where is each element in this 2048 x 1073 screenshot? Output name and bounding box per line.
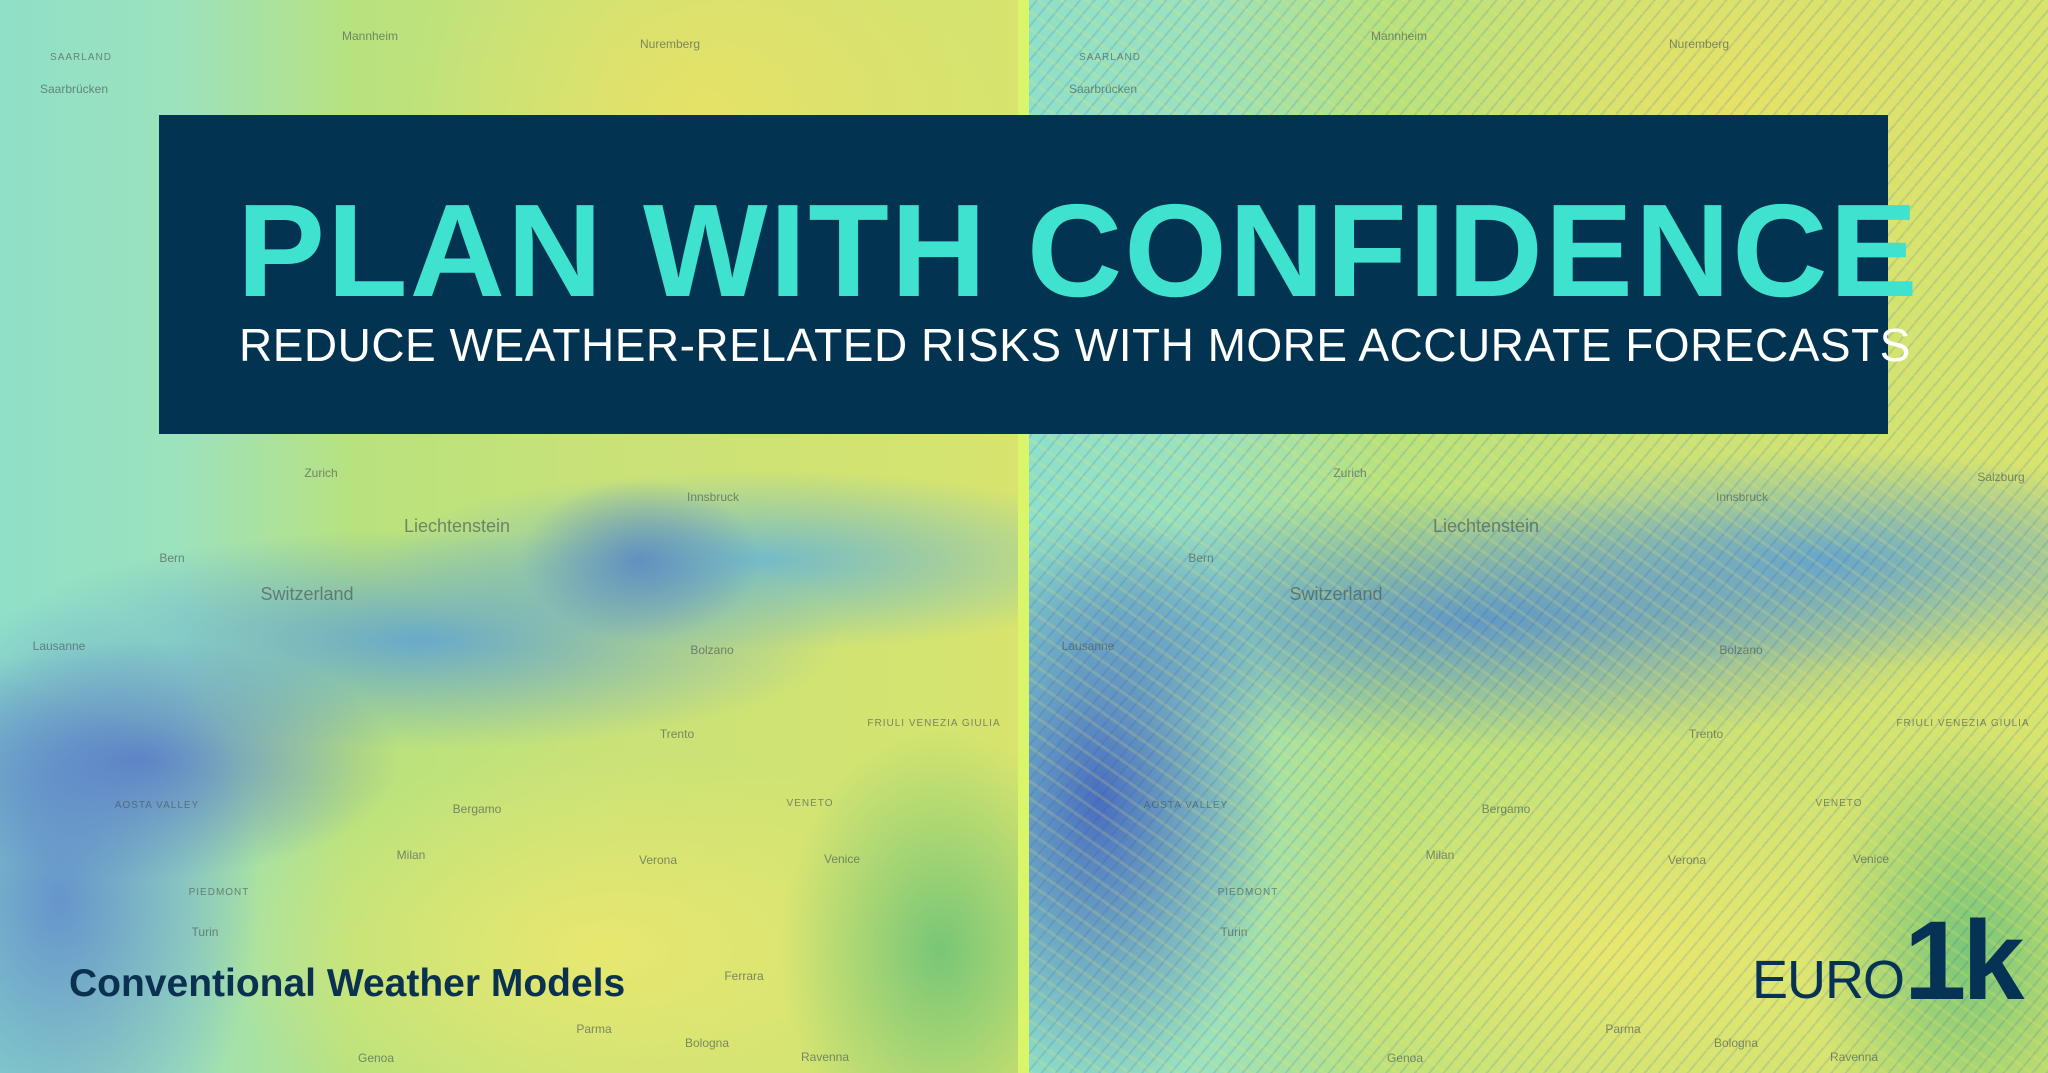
map-place-label: VENETO xyxy=(786,798,834,809)
map-place-label: Saarbrücken xyxy=(39,82,109,96)
map-place-label: FRIULI VENEZIA GIULIA xyxy=(1896,718,2030,729)
map-place-label: SAARLAND xyxy=(1079,52,1141,63)
map-place-label: Ferrara xyxy=(724,969,764,983)
map-place-label: AOSTA VALLEY xyxy=(114,800,200,811)
conventional-models-caption: Conventional Weather Models xyxy=(69,962,626,1005)
map-place-label: Trento xyxy=(1688,727,1724,741)
logo-1k-text: 1k xyxy=(1904,898,2025,1023)
map-place-label: Milan xyxy=(1425,848,1455,862)
map-place-label: Ravenna xyxy=(800,1050,850,1064)
map-place-label: FRIULI VENEZIA GIULIA xyxy=(867,718,1001,729)
map-place-label: Verona xyxy=(1667,853,1707,867)
map-place-label: Liechtenstein xyxy=(1432,516,1540,536)
map-place-label: Venice xyxy=(823,852,861,866)
map-place-label: Bergamo xyxy=(1481,802,1531,816)
map-place-label: Zurich xyxy=(304,466,338,480)
map-place-label: Bolzano xyxy=(690,643,734,657)
map-place-label: Venice xyxy=(1852,852,1890,866)
map-place-label: Switzerland xyxy=(260,584,354,604)
map-place-label: Bologna xyxy=(1713,1036,1759,1050)
map-place-label: VENETO xyxy=(1815,798,1863,809)
headline-subtitle: REDUCE WEATHER-RELATED RISKS WITH MORE A… xyxy=(239,319,1911,371)
map-place-label: Milan xyxy=(396,848,426,862)
map-place-label: Bergamo xyxy=(452,802,502,816)
logo-euro-text: EURO xyxy=(1752,949,1905,1010)
map-place-label: Genoa xyxy=(1386,1051,1424,1065)
map-place-label: PIEDMONT xyxy=(1217,887,1279,898)
map-place-label: Mannheim xyxy=(1370,29,1428,43)
headline-banner: PLAN WITH CONFIDENCE REDUCE WEATHER-RELA… xyxy=(159,115,1918,434)
map-place-label: Lausanne xyxy=(1061,639,1115,653)
headline-title: PLAN WITH CONFIDENCE xyxy=(237,177,1920,324)
map-place-label: Bolzano xyxy=(1719,643,1763,657)
map-place-label: Bern xyxy=(1188,551,1214,565)
map-place-label: Trento xyxy=(659,727,695,741)
map-place-label: Salzburg xyxy=(1977,470,2025,484)
map-place-label: Saarbrücken xyxy=(1068,82,1138,96)
map-place-label: Ravenna xyxy=(1829,1050,1879,1064)
map-place-label: Nuremberg xyxy=(1668,37,1730,51)
map-place-label: Zurich xyxy=(1333,466,1367,480)
map-place-label: Turin xyxy=(191,925,219,939)
map-place-label: Switzerland xyxy=(1289,584,1383,604)
map-place-label: SAARLAND xyxy=(50,52,112,63)
map-place-label: Innsbruck xyxy=(1715,490,1769,504)
map-place-label: PIEDMONT xyxy=(188,887,250,898)
map-place-label: Mannheim xyxy=(341,29,399,43)
euro1k-logo: EURO 1k xyxy=(1752,898,2025,1023)
map-place-label: Innsbruck xyxy=(686,490,740,504)
map-place-label: Liechtenstein xyxy=(403,516,511,536)
map-place-label: Bologna xyxy=(684,1036,730,1050)
map-place-label: AOSTA VALLEY xyxy=(1143,800,1229,811)
map-place-label: Bern xyxy=(159,551,185,565)
map-place-label: Verona xyxy=(638,853,678,867)
map-place-label: Genoa xyxy=(357,1051,395,1065)
map-place-label: Lausanne xyxy=(32,639,86,653)
map-place-label: Turin xyxy=(1220,925,1248,939)
map-place-label: Nuremberg xyxy=(639,37,701,51)
map-place-label: Parma xyxy=(576,1022,612,1036)
map-place-label: Parma xyxy=(1605,1022,1641,1036)
